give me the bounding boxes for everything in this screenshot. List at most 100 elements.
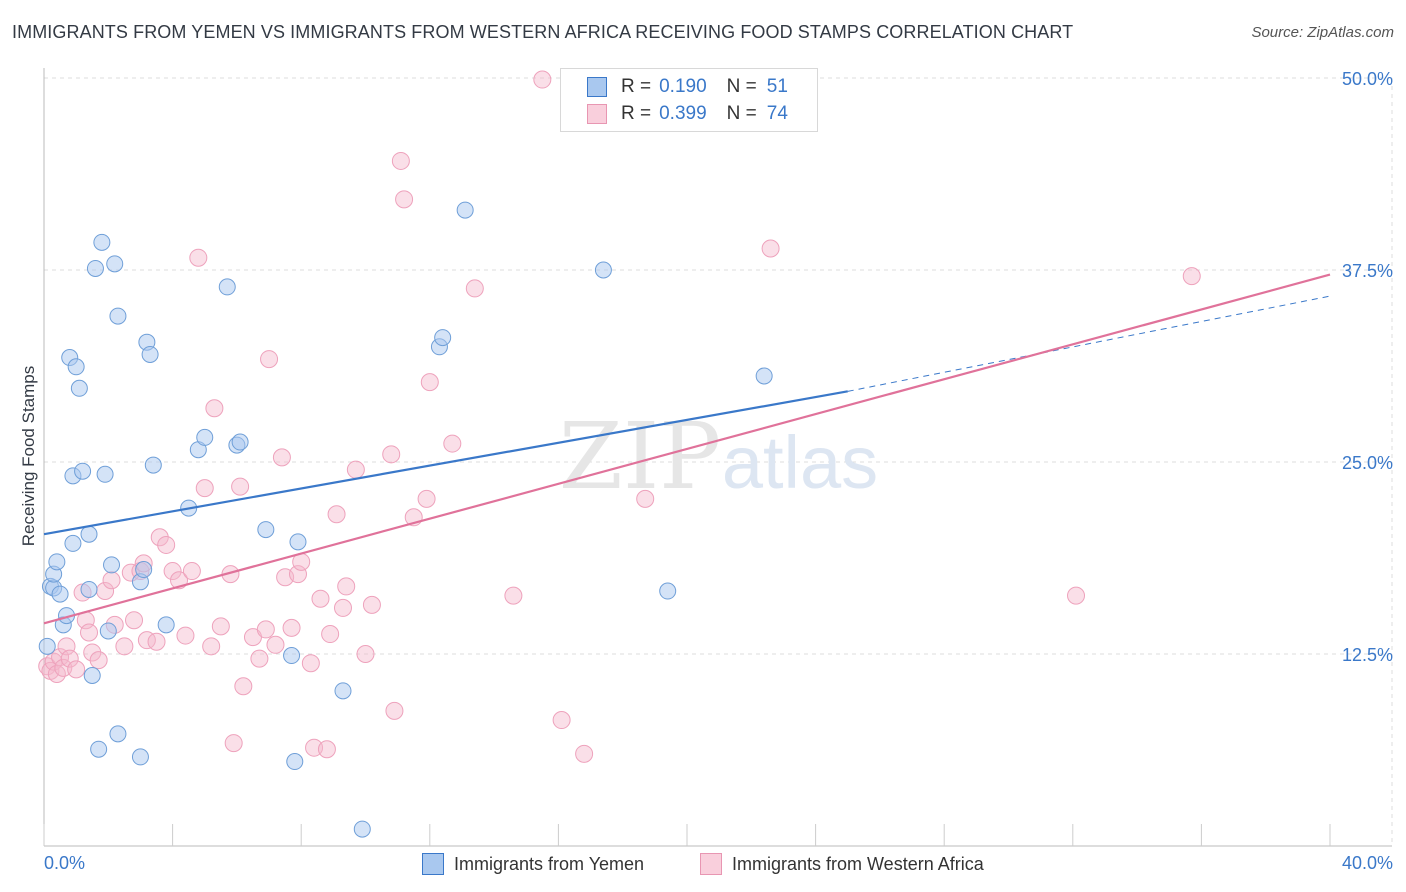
source-credit: Source: ZipAtlas.com bbox=[1251, 24, 1394, 41]
data-point-western-africa bbox=[147, 632, 166, 651]
data-point-western-africa bbox=[150, 528, 169, 547]
data-point-western-africa bbox=[80, 623, 99, 642]
legend-row-western-africa: R = 0.399 N = 74 bbox=[587, 102, 788, 126]
data-point-western-africa bbox=[395, 190, 414, 209]
data-point-yemen bbox=[67, 358, 85, 376]
legend-row-yemen: R = 0.190 N = 51 bbox=[587, 75, 788, 99]
bottom-legend-western-africa: Immigrants from Western Africa bbox=[700, 850, 984, 878]
data-point-western-africa bbox=[575, 744, 594, 763]
data-point-yemen bbox=[93, 233, 111, 251]
y-tick-label: 25.0% bbox=[1342, 453, 1393, 473]
legend-n-label-yemen: N = bbox=[726, 76, 757, 97]
trend-line-western-africa bbox=[43, 273, 1331, 625]
legend-r-value-western-africa: 0.399 bbox=[659, 103, 707, 124]
data-point-yemen bbox=[99, 622, 117, 640]
zipatlas-watermark: ZIP atlas bbox=[559, 403, 878, 510]
legend-swatch-yemen bbox=[587, 77, 607, 97]
data-point-western-africa bbox=[54, 658, 73, 677]
bottom-legend-yemen: Immigrants from Yemen bbox=[422, 850, 644, 878]
data-point-yemen bbox=[135, 561, 153, 579]
data-point-western-africa bbox=[282, 618, 301, 637]
data-point-western-africa bbox=[189, 248, 208, 267]
data-point-yemen bbox=[70, 379, 88, 397]
tick-labels: 12.5% 25.0% 37.5% 50.0% 0.0% 40.0% bbox=[44, 69, 1393, 873]
data-point-western-africa bbox=[385, 701, 404, 720]
bottom-legend-swatch-western-africa bbox=[700, 853, 722, 875]
bottom-legend-label-western-africa: Immigrants from Western Africa bbox=[732, 853, 984, 874]
data-point-yemen bbox=[90, 740, 108, 758]
data-point-western-africa bbox=[224, 734, 243, 753]
data-point-yemen bbox=[141, 345, 159, 363]
data-point-yemen bbox=[64, 534, 82, 552]
legend-n-label-western-africa: N = bbox=[726, 103, 757, 124]
data-point-western-africa bbox=[321, 625, 340, 644]
data-point-western-africa bbox=[157, 535, 176, 554]
data-point-yemen bbox=[157, 616, 175, 634]
data-point-yemen bbox=[659, 582, 677, 600]
y-tick-label: 37.5% bbox=[1342, 261, 1393, 281]
data-point-western-africa bbox=[346, 460, 365, 479]
legend-r-label-western-africa: R = bbox=[621, 103, 652, 124]
data-point-western-africa bbox=[317, 740, 336, 759]
bottom-legend-label-yemen: Immigrants from Yemen bbox=[454, 853, 645, 874]
data-point-western-africa bbox=[125, 611, 144, 630]
data-point-yemen bbox=[51, 585, 69, 603]
data-point-yemen bbox=[86, 259, 104, 277]
trend-line-yemen-extension bbox=[847, 295, 1331, 392]
data-point-yemen bbox=[456, 201, 474, 219]
data-point-yemen bbox=[106, 255, 124, 273]
data-point-yemen bbox=[80, 580, 98, 598]
axes bbox=[43, 68, 1392, 847]
series-western-africa-points bbox=[38, 70, 1201, 763]
data-point-western-africa bbox=[176, 626, 195, 645]
data-point-western-africa bbox=[301, 654, 320, 673]
legend-n-value-yemen: 51 bbox=[766, 76, 788, 97]
legend-r-value-yemen: 0.190 bbox=[659, 76, 707, 97]
data-point-yemen bbox=[144, 456, 162, 474]
legend-swatch-western-africa bbox=[587, 104, 607, 124]
data-point-western-africa bbox=[382, 445, 401, 464]
data-point-yemen bbox=[289, 533, 307, 551]
data-point-western-africa bbox=[231, 477, 250, 496]
data-point-western-africa bbox=[337, 577, 356, 596]
data-point-yemen bbox=[286, 753, 304, 771]
data-point-yemen bbox=[96, 465, 114, 483]
data-point-yemen bbox=[434, 329, 452, 347]
series-yemen-points bbox=[38, 201, 773, 838]
data-point-western-africa bbox=[305, 738, 324, 757]
y-tick-label: 50.0% bbox=[1342, 69, 1393, 89]
data-point-yemen bbox=[334, 682, 352, 700]
data-point-yemen bbox=[283, 647, 301, 665]
data-point-western-africa bbox=[211, 617, 230, 636]
data-point-yemen bbox=[74, 462, 92, 480]
data-point-western-africa bbox=[391, 151, 410, 170]
data-point-yemen bbox=[131, 748, 149, 766]
data-point-yemen bbox=[218, 278, 236, 296]
trend-line-yemen bbox=[43, 390, 848, 536]
chart-title: IMMIGRANTS FROM YEMEN VS IMMIGRANTS FROM… bbox=[12, 22, 1074, 42]
data-point-western-africa bbox=[552, 711, 571, 730]
trend-lines bbox=[43, 273, 1331, 625]
data-point-western-africa bbox=[195, 479, 214, 498]
data-point-yemen bbox=[196, 428, 214, 446]
data-point-western-africa bbox=[67, 660, 86, 679]
data-point-western-africa bbox=[115, 637, 134, 656]
data-point-western-africa bbox=[89, 651, 108, 670]
data-point-western-africa bbox=[266, 635, 285, 654]
data-point-western-africa bbox=[250, 649, 269, 668]
data-point-western-africa bbox=[636, 489, 655, 508]
data-point-western-africa bbox=[205, 399, 224, 418]
data-point-western-africa bbox=[60, 649, 79, 668]
x-tick-label: 0.0% bbox=[44, 853, 85, 873]
legend-n-value-western-africa: 74 bbox=[766, 103, 788, 124]
data-point-yemen bbox=[755, 367, 773, 385]
watermark-atlas: atlas bbox=[722, 421, 878, 504]
data-point-yemen bbox=[48, 553, 66, 571]
data-point-western-africa bbox=[163, 562, 182, 581]
data-point-western-africa bbox=[311, 589, 330, 608]
data-point-western-africa bbox=[51, 648, 70, 667]
data-point-western-africa bbox=[1182, 267, 1201, 286]
data-point-western-africa bbox=[256, 620, 275, 639]
data-point-western-africa bbox=[417, 489, 436, 508]
